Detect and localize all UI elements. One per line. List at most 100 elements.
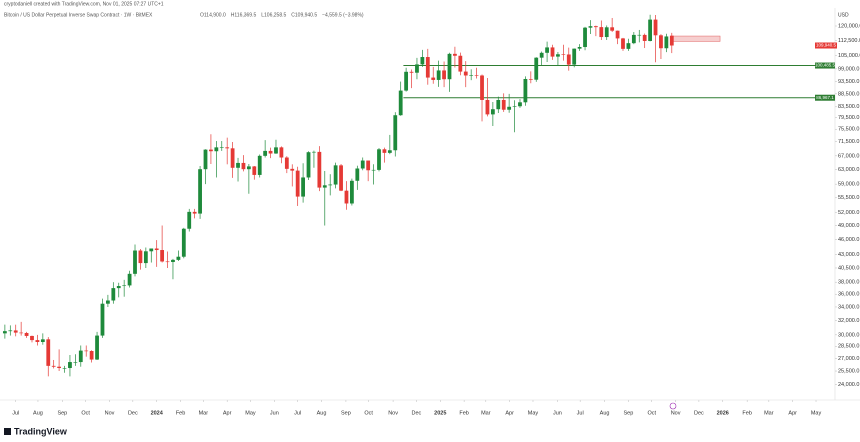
- candle-body: [339, 165, 343, 191]
- candle: [268, 147, 273, 159]
- candle: [284, 156, 289, 174]
- candle-body: [46, 339, 51, 366]
- candle: [143, 247, 148, 268]
- candle-body: [192, 211, 197, 214]
- candle-body: [40, 339, 45, 343]
- x-tick-label: Dec: [694, 410, 704, 416]
- level-tag: [815, 94, 835, 101]
- candle-body: [138, 250, 143, 264]
- x-tick-label: Sep: [341, 410, 351, 416]
- candle: [431, 66, 436, 84]
- candle-body: [306, 152, 311, 178]
- logo-mark: [4, 428, 11, 435]
- candle-body: [528, 78, 533, 80]
- candle: [371, 164, 376, 185]
- candle: [404, 67, 409, 92]
- candle-body: [143, 251, 148, 264]
- candle: [219, 141, 224, 151]
- candle-body: [24, 332, 29, 336]
- last-price-label: 109,940.5: [816, 43, 837, 48]
- candle-body: [111, 288, 116, 301]
- candle: [73, 354, 78, 366]
- candle: [463, 61, 468, 88]
- candle: [176, 250, 181, 261]
- candle: [593, 25, 598, 37]
- level-tag: [815, 62, 835, 69]
- candle: [236, 157, 240, 182]
- candle: [295, 166, 300, 206]
- x-tick-label: Sep: [624, 410, 634, 416]
- candle-body: [490, 109, 495, 115]
- x-tick-label: Nov: [388, 410, 398, 416]
- x-tick-label: Apr: [505, 410, 514, 416]
- y-tick-label: 46,000.0: [838, 237, 859, 243]
- candle-body: [436, 70, 441, 80]
- candle-body: [501, 99, 506, 110]
- y-tick-label: 59,000.0: [838, 182, 859, 188]
- candle: [344, 181, 349, 210]
- y-tick-label: 28,500.0: [838, 344, 859, 350]
- candle: [490, 102, 495, 127]
- candle-body: [561, 54, 566, 55]
- x-tick-label: Feb: [459, 410, 468, 416]
- x-tick-label: Jun: [553, 410, 562, 416]
- x-tick-label: Sep: [57, 410, 67, 416]
- x-tick-label: 2025: [434, 410, 446, 416]
- last-price-tag: [815, 42, 837, 49]
- candle: [68, 355, 72, 377]
- candle: [301, 163, 305, 203]
- candle: [377, 147, 381, 172]
- candle-body: [116, 286, 121, 289]
- candle-body: [664, 36, 669, 49]
- candle: [8, 325, 13, 336]
- candle-body: [181, 228, 186, 257]
- candle: [409, 69, 414, 89]
- candle: [604, 25, 609, 40]
- candle: [545, 41, 549, 62]
- candle-body: [19, 332, 24, 334]
- y-tick-label: 105,000.0: [838, 53, 860, 59]
- y-tick-label: 63,000.0: [838, 167, 859, 173]
- candle: [160, 225, 165, 263]
- candle: [30, 335, 34, 343]
- candle-body: [176, 256, 181, 260]
- x-tick-label: Feb: [742, 410, 751, 416]
- candle-body: [431, 77, 436, 80]
- candle: [561, 44, 566, 61]
- candle: [474, 67, 479, 79]
- candle: [214, 141, 219, 178]
- candle-body: [556, 54, 560, 57]
- candle-body: [453, 53, 457, 56]
- x-tick-label: Jul: [577, 410, 584, 416]
- candle: [507, 93, 512, 113]
- candle: [550, 44, 555, 60]
- candle-body: [371, 169, 376, 171]
- candle-body: [322, 185, 327, 188]
- candle-body: [252, 166, 257, 175]
- candle-body: [89, 351, 94, 360]
- candle-body: [409, 71, 414, 73]
- x-tick-label: Nov: [105, 410, 115, 416]
- candle-body: [534, 57, 539, 80]
- candle-body: [62, 368, 67, 369]
- candle: [122, 279, 127, 297]
- candle: [539, 51, 544, 66]
- candle-body: [35, 340, 40, 343]
- candle: [95, 331, 99, 360]
- x-tick-label: Dec: [412, 410, 422, 416]
- candle-body: [545, 47, 549, 53]
- candle: [274, 139, 278, 154]
- candle-body: [572, 48, 577, 65]
- candle-body: [290, 168, 295, 171]
- ohlc-value: O114,900.0: [200, 12, 226, 18]
- candle-body: [68, 362, 72, 369]
- currency: USD: [838, 12, 849, 18]
- candle: [393, 112, 398, 157]
- candle-body: [393, 115, 398, 151]
- x-tick-label: Nov: [671, 410, 681, 416]
- candle: [653, 14, 658, 63]
- candle: [518, 99, 522, 108]
- candle: [111, 282, 116, 304]
- candle: [360, 157, 365, 171]
- candle-body: [154, 248, 159, 251]
